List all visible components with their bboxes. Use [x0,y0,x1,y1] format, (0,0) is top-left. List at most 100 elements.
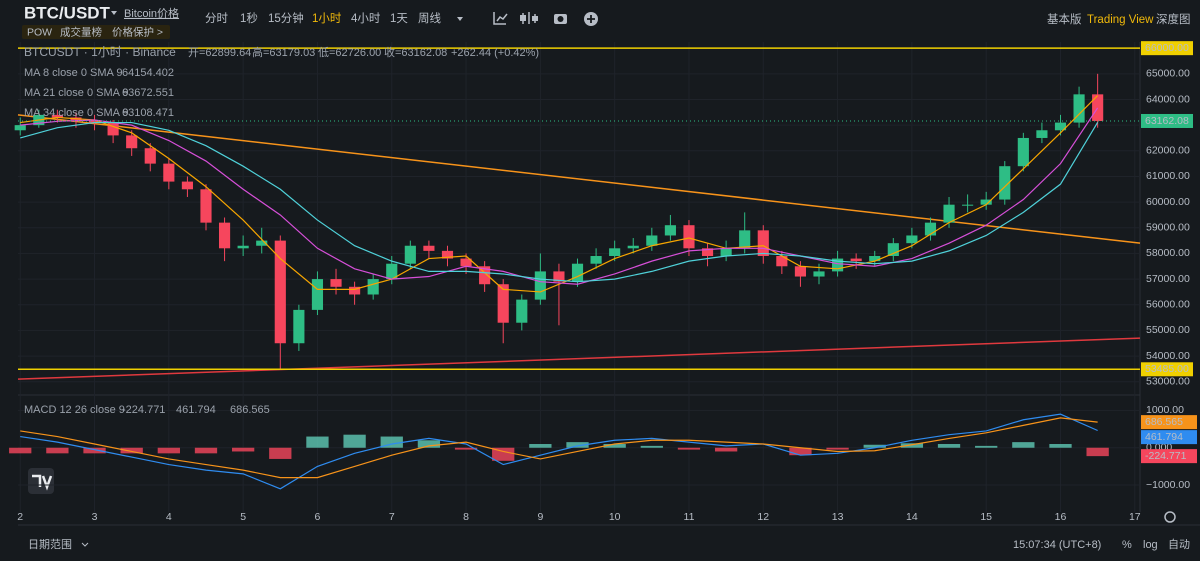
y-tick-label: 54000.00 [1146,350,1190,362]
x-tick-label: 13 [832,511,844,523]
tag[interactable]: 成交量榜 [60,25,102,38]
view-button[interactable]: 深度图 [1156,12,1191,26]
candle-body [999,166,1011,200]
candle-body [237,245,249,249]
candle-body [1036,130,1048,138]
clock: 15:07:34 (UTC+8) [1013,539,1101,551]
interval-button[interactable]: 4小时 [351,12,381,25]
candle-body [553,271,565,282]
chart-type-icon-body [532,16,538,21]
candle-body [794,266,807,277]
last-price-label: 63162.08 [1145,115,1189,127]
ma-value: 63108.471 [122,107,174,119]
legend-open: 开=62899.64 [188,47,251,59]
histogram-bar [343,434,366,448]
x-tick-label: 5 [240,511,246,523]
y-tick-label: 62000.00 [1146,145,1190,157]
interval-button[interactable]: 分时 [205,12,228,25]
candle-body [906,235,918,244]
x-tick-label: 16 [1055,511,1067,523]
candle-body [497,284,509,323]
macd-value-box [1141,415,1197,430]
view-button[interactable]: 基本版 [1047,12,1082,26]
candle-body [832,258,844,272]
legend-high: 高=63179.03 [252,45,315,59]
candle-body [850,258,862,262]
histogram-bar [789,447,812,456]
histogram-bar [1049,444,1072,448]
y-tick-label: 57000.00 [1146,273,1190,285]
trendline [17,337,1141,380]
macd-value-box [1141,430,1197,445]
date-range[interactable]: 日期范围 [28,537,72,551]
tv-logo-mark [32,474,53,491]
candle-body [479,266,491,285]
tag-strip [22,25,170,39]
y-tick-label: 53000.00 [1146,376,1190,388]
snapshot-lens [557,16,564,22]
y-tick-label: 58000.00 [1146,247,1190,259]
candle-body [274,240,286,344]
histogram-bar [1086,447,1109,457]
histogram-bar [454,447,478,450]
toolbar-icons [493,12,598,26]
ma-label: MA 21 close 0 SMA 9 [24,87,129,99]
histogram-bar [529,444,552,448]
candle-body [218,222,231,249]
candle-body [367,279,379,295]
symbol-link[interactable]: Bitcoin价格 [124,6,179,20]
interval-more[interactable] [457,17,463,21]
symbol-caret[interactable] [111,11,117,15]
candle-body [460,258,472,267]
candle-body [813,271,825,277]
candle-body [924,222,937,236]
macd-legend-value: 686.565 [230,404,270,416]
x-tick-label: 9 [537,511,543,523]
y-tick-label: 56000.00 [1146,299,1190,311]
x-tick-label: 3 [92,511,98,523]
candle-body [516,299,528,323]
moving-average [20,107,1099,285]
y-tick-label: 60000.00 [1146,196,1190,208]
interval-button[interactable]: 周线 [418,11,441,25]
candle-body [181,181,193,190]
histogram-bar [1012,442,1035,448]
candle-body [887,243,899,257]
x-tick-label: 7 [389,511,395,523]
candle-body [683,225,695,249]
y-tick-label: 65000.00 [1146,68,1190,80]
interval-button[interactable]: 1小时 [312,12,342,25]
y-tick-label: 61000.00 [1146,170,1190,182]
histogram-bar [380,436,403,448]
symbol[interactable]: BTC/USDT [24,3,111,22]
tag[interactable]: POW [27,26,52,38]
candle-body [627,245,639,249]
candle-body [720,248,732,257]
view-button[interactable]: Trading View [1087,14,1154,26]
candle-body [200,189,212,223]
scale-option[interactable]: log [1143,539,1158,551]
scale-option[interactable]: 自动 [1168,538,1190,551]
x-tick-label: 12 [757,511,769,523]
legend-close: 收=63162.08 [384,45,447,59]
tag[interactable]: 价格保护 > [112,25,163,38]
histogram-bar [900,443,924,448]
interval-button[interactable]: 15分钟 [268,11,304,25]
candle-body [646,235,658,246]
scale-option[interactable]: % [1122,539,1132,551]
settings-icon[interactable] [1164,511,1176,523]
chart-type-icon-body [520,15,526,21]
ma-label: MA 8 close 0 SMA 9 [24,67,122,79]
x-tick-label: 4 [166,511,172,523]
y-tick-label: 1000.00 [1146,404,1184,416]
histogram-bar [566,442,589,448]
interval-button[interactable]: 1秒 [240,11,258,25]
histogram-bar [492,447,515,461]
indicator-icon[interactable] [493,12,508,25]
macd-legend-value: 461.794 [176,404,216,416]
candle-body [293,309,305,344]
interval-button[interactable]: 1天 [390,13,408,25]
price-label: 53485.00 [1145,363,1189,375]
x-tick-label: 2 [17,511,23,523]
